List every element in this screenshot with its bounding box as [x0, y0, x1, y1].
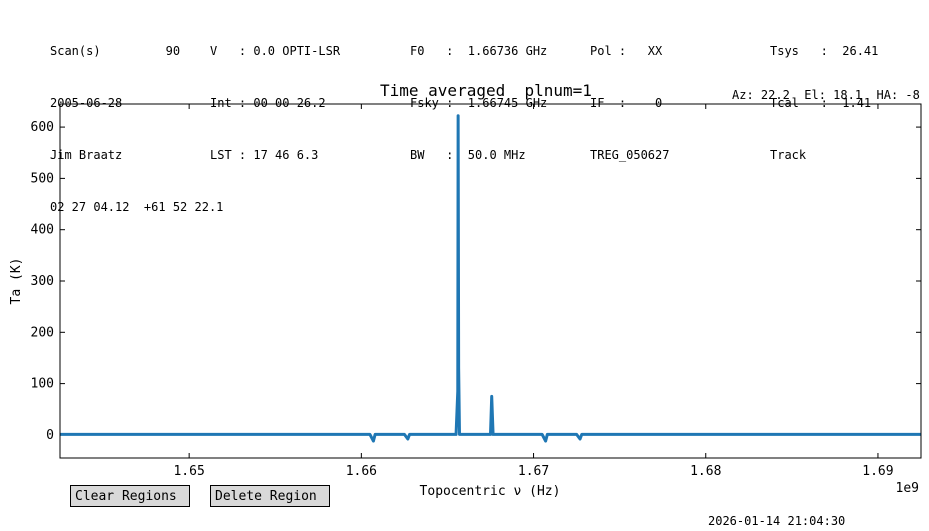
spectrum-series-line [60, 114, 921, 443]
header-col1: Scan(s) 90 2005-06-28 Jim Braatz 02 27 0… [50, 16, 223, 238]
chart-title: Time averaged plnum=1 [380, 81, 592, 100]
tcal-info: Tcal : 1.41 [770, 96, 872, 110]
x-tick-label: 1.68 [690, 464, 721, 479]
header-col2: V : 0.0 OPTI-LSR Int : 00 00 26.2 LST : … [210, 16, 340, 186]
coordinates-info: 02 27 04.12 +61 52 22.1 [50, 200, 224, 214]
tick-labels: 1.65 1.66 1.67 1.68 1.69 0 100 200 300 400 500 600 [31, 120, 894, 479]
clear-regions-button[interactable]: Clear Regions [70, 485, 190, 507]
y-tick-label: 300 [31, 274, 54, 289]
y-tick-label: 100 [31, 377, 54, 392]
azel-info: Az: 22.2 El: 18.1 HA: -8 [732, 88, 920, 102]
x-tick-label: 1.69 [862, 464, 893, 479]
observer-info: Jim Braatz [50, 148, 123, 162]
y-tick-label: 0 [46, 428, 54, 443]
plot-frame [59, 103, 922, 459]
x-axis-label: Topocentric ν (Hz) [420, 484, 561, 499]
date-info: 2005-06-28 [50, 96, 123, 110]
y-tick-label: 200 [31, 325, 54, 340]
timestamp: 2026-01-14 21:04:30 [708, 514, 846, 528]
y-tick-label: 400 [31, 223, 54, 238]
velocity-info: V : 0.0 OPTI-LSR [210, 44, 341, 58]
x-tick-label: 1.65 [173, 464, 204, 479]
x-tick-label: 1.67 [518, 464, 549, 479]
x-tick-label: 1.66 [346, 464, 377, 479]
f0-info: F0 : 1.66736 GHz [410, 44, 548, 58]
bw-info: BW : 50.0 MHz [410, 148, 526, 162]
y-axis-label: Ta (K) [9, 258, 24, 305]
scan-info: Scan(s) 90 [50, 44, 181, 58]
track-info: Track [770, 148, 807, 162]
header-col5: Tsys : 26.41 Tcal : 1.41 Track [770, 16, 878, 186]
if-info: IF : 0 [590, 96, 663, 110]
header-col4: Pol : XX IF : 0 TREG_050627 [590, 16, 669, 186]
tsys-info: Tsys : 26.41 [770, 44, 879, 58]
fsky-info: Fsky : 1.66745 GHz [410, 96, 548, 110]
header-col3: F0 : 1.66736 GHz Fsky : 1.66745 GHz BW :… [410, 16, 547, 186]
y-tick-label: 600 [31, 120, 54, 135]
y-tick-label: 500 [31, 171, 54, 186]
project-info: TREG_050627 [590, 148, 670, 162]
series-layer [60, 114, 921, 443]
delete-region-button[interactable]: Delete Region [210, 485, 330, 507]
lst-info: LST : 17 46 6.3 [210, 148, 319, 162]
pol-info: Pol : XX [590, 44, 663, 58]
x-offset-label: 1e9 [896, 481, 919, 496]
integration-info: Int : 00 00 26.2 [210, 96, 326, 110]
